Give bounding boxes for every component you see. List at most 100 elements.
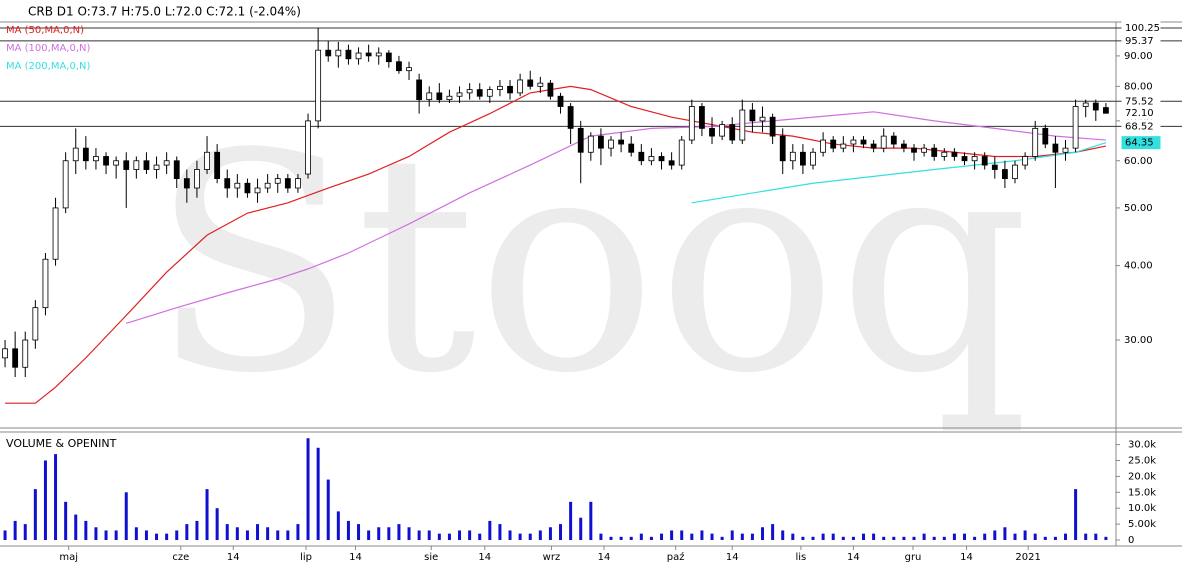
candle-body [375,52,382,57]
volume-bar [680,530,684,540]
volume-bar [427,530,431,540]
candle-body [103,156,109,166]
volume-bar [468,530,472,540]
volume-bar [417,530,421,540]
candle-body [931,147,938,157]
candle-body [62,160,69,209]
volume-bar [124,492,128,540]
candle-body [194,169,200,189]
y-tick-label: 20.0k [1128,471,1156,482]
volume-bar [902,536,906,540]
y-tick-label: 15.0k [1128,487,1156,498]
candle-body [396,61,402,72]
candle-body [941,151,948,157]
volume-bar [508,530,512,540]
candle-body [224,178,231,189]
candle-body [214,151,221,179]
candle-body [608,139,614,149]
candle-body [1002,169,1008,179]
candle-body [880,135,887,149]
volume-bar [922,533,926,540]
candle-body [1032,127,1039,157]
volume-bar [175,530,179,540]
volume-bar [225,524,229,540]
volume-bar [1043,536,1047,540]
volume-bar [13,520,17,540]
price-label: 95.37 [1125,36,1154,47]
price-label: 64.35 [1125,138,1154,149]
y-tick-label: 30.0k [1128,440,1156,451]
volume-bar [437,533,441,540]
volume-bar [346,520,350,540]
y-tick-label: 60.00 [1124,156,1153,167]
volume-bar [821,533,825,540]
candle-body [1022,156,1029,166]
volume-bar [660,533,664,540]
candle-body [466,89,473,94]
candle-body [335,49,342,57]
volume-bar [326,479,330,540]
volume-bar [306,438,310,540]
candle-body [739,109,746,141]
volume-bar [397,524,401,540]
volume-bar [609,536,613,540]
x-tick-label: 14 [847,552,860,563]
volume-bar [458,530,462,540]
volume-bar [377,527,381,540]
price-label-box [1121,21,1161,35]
candle-body [476,89,483,97]
volume-bar [841,536,845,540]
candle-body [719,124,726,137]
candle-body [1082,102,1089,107]
candle-body [264,182,271,189]
y-tick-label: 25.0k [1128,455,1156,466]
candle-body [598,135,604,149]
volume-bar [144,530,148,540]
candle-body [1072,106,1079,149]
candle-body [547,82,554,97]
candle-body [951,151,958,157]
volume-bar [771,524,775,540]
candle-body [749,109,756,122]
candle-body [274,178,281,184]
candle-body [12,348,19,368]
x-tick-label: gru [905,552,922,563]
volume-bar [64,501,68,540]
volume-bar [3,530,7,540]
volume-bar [1104,536,1108,540]
volume-bar [256,524,260,540]
candle-body [456,92,463,97]
candle-body [426,92,433,101]
volume-bar [43,460,47,540]
x-tick-label: 14 [349,552,362,563]
volume-bar [195,520,199,540]
candle-body [305,120,311,175]
volume-bar [862,533,866,540]
volume-bar [1064,533,1068,540]
candle-body [628,143,635,153]
volume-bar [963,533,967,540]
volume-bar [649,536,653,540]
volume-bar [54,454,58,540]
candle-body [284,178,291,189]
volume-bar [1003,527,1007,540]
x-tick-label: maj [59,552,78,563]
volume-bar [23,524,27,540]
candle-body [971,156,978,162]
candle-body [123,160,130,170]
x-tick-label: 14 [726,552,739,563]
volume-bar [750,533,754,540]
candle-body [759,116,766,122]
candle-body [153,164,160,170]
y-tick-label: 10.0k [1128,503,1156,514]
volume-bar [670,530,674,540]
candle-body [507,85,513,94]
volume-bar [1074,489,1078,540]
candle-body [42,258,49,309]
y-tick-label: 5.00k [1128,519,1156,530]
x-tick-label: 14 [478,552,491,563]
candle-body [183,178,190,189]
volume-bar [266,527,270,540]
candle-body [486,89,493,97]
volume-bar [892,536,896,540]
